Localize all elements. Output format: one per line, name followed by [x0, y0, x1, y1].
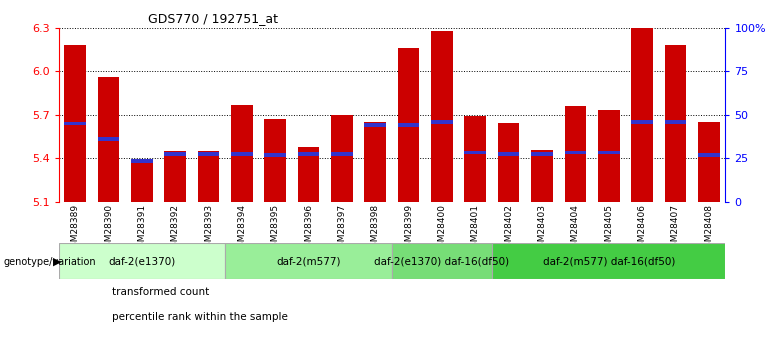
Text: transformed count: transformed count [112, 287, 209, 296]
Bar [431, 30, 453, 202]
Text: GSM28408: GSM28408 [704, 204, 713, 253]
Text: GSM28403: GSM28403 [537, 204, 547, 253]
Bar [364, 123, 386, 127]
Bar [698, 122, 720, 202]
Bar [364, 122, 386, 202]
Bar [197, 151, 219, 202]
Text: GSM28395: GSM28395 [271, 204, 280, 253]
Bar [264, 119, 286, 202]
Text: daf-2(e1370): daf-2(e1370) [108, 256, 176, 266]
Text: GSM28392: GSM28392 [171, 204, 179, 253]
Bar [64, 45, 86, 202]
Bar [331, 115, 353, 202]
Bar [464, 150, 486, 154]
Text: GSM28393: GSM28393 [204, 204, 213, 253]
Bar [298, 147, 320, 202]
Text: GSM28397: GSM28397 [338, 204, 346, 253]
Bar [565, 106, 587, 202]
Text: daf-2(e1370) daf-16(df50): daf-2(e1370) daf-16(df50) [374, 256, 509, 266]
Text: GSM28407: GSM28407 [671, 204, 680, 253]
Bar [665, 120, 686, 124]
Bar [665, 45, 686, 202]
Bar [631, 28, 653, 202]
Bar [531, 152, 553, 156]
Bar [597, 110, 619, 202]
Bar [131, 159, 153, 163]
Bar [331, 152, 353, 156]
Bar [298, 152, 320, 156]
Bar [165, 152, 186, 156]
Text: GSM28404: GSM28404 [571, 204, 580, 253]
Bar [531, 150, 553, 202]
Bar [698, 154, 720, 157]
Text: GSM28401: GSM28401 [471, 204, 480, 253]
Bar [264, 154, 286, 157]
Bar [464, 116, 486, 202]
Bar [225, 243, 392, 279]
Text: GSM28394: GSM28394 [237, 204, 246, 253]
Bar [431, 120, 453, 124]
Bar [98, 137, 119, 141]
Bar [131, 162, 153, 202]
Text: GSM28391: GSM28391 [137, 204, 147, 253]
Bar [398, 123, 420, 127]
Text: GSM28400: GSM28400 [438, 204, 446, 253]
Text: GSM28398: GSM28398 [370, 204, 380, 253]
Bar [631, 120, 653, 124]
Bar [565, 150, 587, 154]
Bar [492, 243, 725, 279]
Bar [58, 243, 225, 279]
Bar [498, 124, 519, 202]
Bar [98, 77, 119, 202]
Bar [231, 105, 253, 202]
Bar [197, 152, 219, 156]
Bar [64, 121, 86, 125]
Text: GSM28402: GSM28402 [504, 204, 513, 253]
Text: GSM28396: GSM28396 [304, 204, 313, 253]
Text: daf-2(m577) daf-16(df50): daf-2(m577) daf-16(df50) [543, 256, 675, 266]
Text: genotype/variation: genotype/variation [3, 257, 96, 266]
Text: GSM28406: GSM28406 [637, 204, 647, 253]
Bar [597, 150, 619, 154]
Bar [165, 151, 186, 202]
Text: GDS770 / 192751_at: GDS770 / 192751_at [148, 12, 278, 25]
Text: GSM28405: GSM28405 [604, 204, 613, 253]
Text: daf-2(m577): daf-2(m577) [276, 256, 341, 266]
Text: GSM28390: GSM28390 [104, 204, 113, 253]
Text: GSM28389: GSM28389 [71, 204, 80, 253]
Bar [398, 48, 420, 202]
Text: ▶: ▶ [53, 257, 62, 266]
Bar [498, 152, 519, 156]
Bar [231, 152, 253, 156]
Text: GSM28399: GSM28399 [404, 204, 413, 253]
Bar [392, 243, 492, 279]
Text: percentile rank within the sample: percentile rank within the sample [112, 313, 287, 322]
